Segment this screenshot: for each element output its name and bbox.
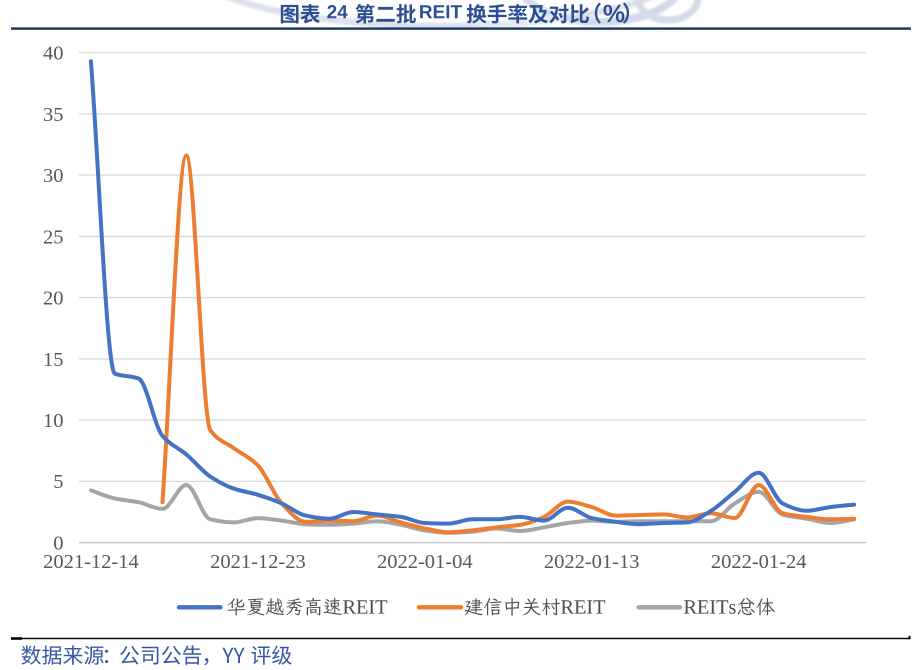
svg-text:2022-01-13: 2022-01-13: [544, 551, 640, 573]
svg-text:2021-12-14: 2021-12-14: [43, 551, 139, 573]
svg-text:5: 5: [53, 471, 63, 493]
svg-text:25: 25: [43, 226, 64, 248]
svg-text:2022-01-04: 2022-01-04: [377, 551, 473, 573]
svg-text:40: 40: [43, 43, 64, 65]
svg-text:30: 30: [43, 165, 64, 187]
svg-text:10: 10: [43, 410, 64, 432]
svg-text:0: 0: [53, 533, 63, 555]
svg-text:35: 35: [43, 104, 64, 126]
svg-text:2021-12-23: 2021-12-23: [210, 551, 306, 573]
svg-text:20: 20: [43, 288, 64, 310]
svg-text:15: 15: [43, 349, 64, 371]
svg-text:2022-01-24: 2022-01-24: [711, 551, 807, 573]
